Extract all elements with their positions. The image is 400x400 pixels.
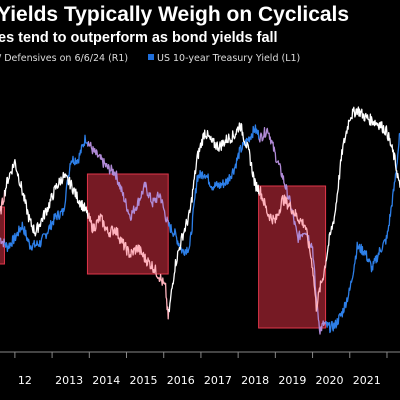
yield-line-segment-0 (0, 237, 6, 248)
ratio-line-segment-3 (168, 122, 260, 313)
legend-yield-label: US 10-year Treasury Yield (L1) (157, 53, 301, 64)
yield-line-segment-3 (168, 124, 260, 256)
x-tick-label-2012: 12 (18, 374, 32, 387)
yield-line-segment-1 (3, 134, 89, 253)
x-tick-label-2013: 2013 (55, 374, 83, 387)
ratio-line-segment-5 (325, 106, 400, 262)
chart-legend: / Defensives on 6/6/24 (R1) US 10-year T… (0, 53, 400, 67)
ratio-line-segment-0 (0, 189, 6, 215)
ratio-line-segment-2 (87, 212, 170, 320)
ratio-line-segment-1 (3, 158, 89, 237)
x-tick-label-2018: 2018 (241, 374, 269, 387)
x-tick-label-2017: 2017 (204, 374, 232, 387)
chart-title: Yields Typically Weigh on Cyclicals (0, 3, 350, 26)
shaded-period-2 (86, 173, 169, 275)
legend-yield-swatch (148, 54, 154, 60)
shaded-period-1 (0, 206, 5, 265)
x-tick-label-2016: 2016 (167, 374, 195, 387)
yield-line-segment-2 (87, 140, 170, 227)
legend-item-ratio: / Defensives on 6/6/24 (R1) (0, 53, 128, 64)
legend-item-yield: US 10-year Treasury Yield (L1) (148, 53, 300, 64)
x-tick-label-2020: 2020 (316, 374, 344, 387)
x-tick-label-2015: 2015 (130, 374, 158, 387)
x-tick-label-2019: 2019 (278, 374, 306, 387)
legend-ratio-label: / Defensives on 6/6/24 (R1) (0, 53, 129, 64)
yield-line-segment-4 (258, 127, 327, 335)
x-tick-label-2021: 2021 (353, 374, 381, 387)
yield-line-segment-5 (325, 132, 400, 334)
ratio-line-segment-4 (258, 186, 327, 312)
chart-subtitle: es tend to outperform as bond yields fal… (0, 30, 278, 46)
x-tick-label-2014: 2014 (92, 374, 120, 387)
